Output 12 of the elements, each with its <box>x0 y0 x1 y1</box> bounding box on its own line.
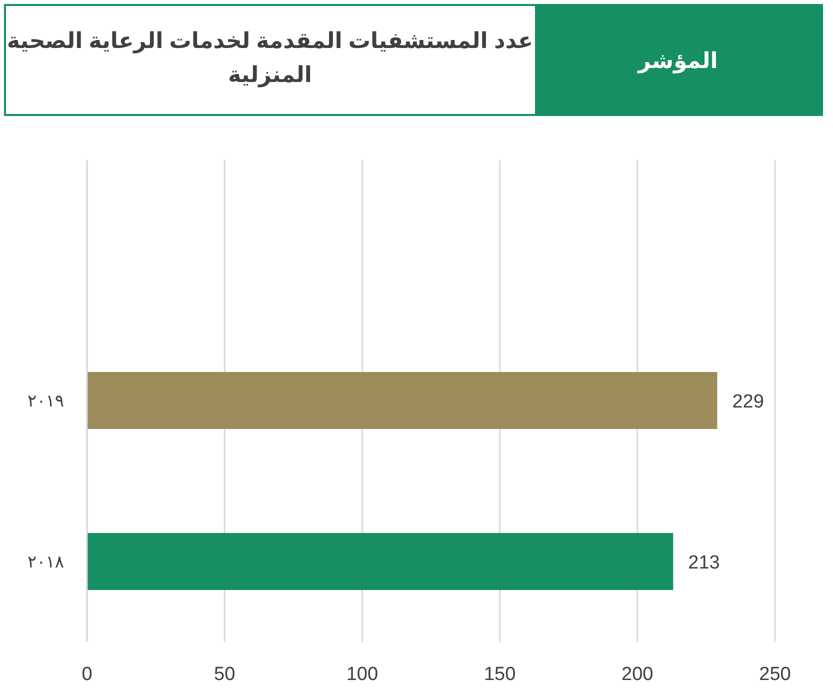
y-tick-label: ٢٠١٩ <box>27 392 64 410</box>
data-label: 213 <box>688 552 720 574</box>
chart-subtitle: المؤشر <box>637 48 718 74</box>
x-tick-label: 250 <box>759 664 791 685</box>
x-tick-label: 150 <box>484 664 516 685</box>
chart-title: عدد المستشفيات المقدمة لخدمات الرعاية الصحية المنزلية <box>7 28 533 88</box>
x-tick-label: 200 <box>622 664 654 685</box>
x-tick-label: 0 <box>82 664 92 685</box>
x-tick-label: 50 <box>214 664 236 685</box>
y-tick-label: ٢٠١٨ <box>27 552 64 572</box>
x-tick-label: 100 <box>346 664 378 685</box>
data-label: 229 <box>732 392 764 412</box>
